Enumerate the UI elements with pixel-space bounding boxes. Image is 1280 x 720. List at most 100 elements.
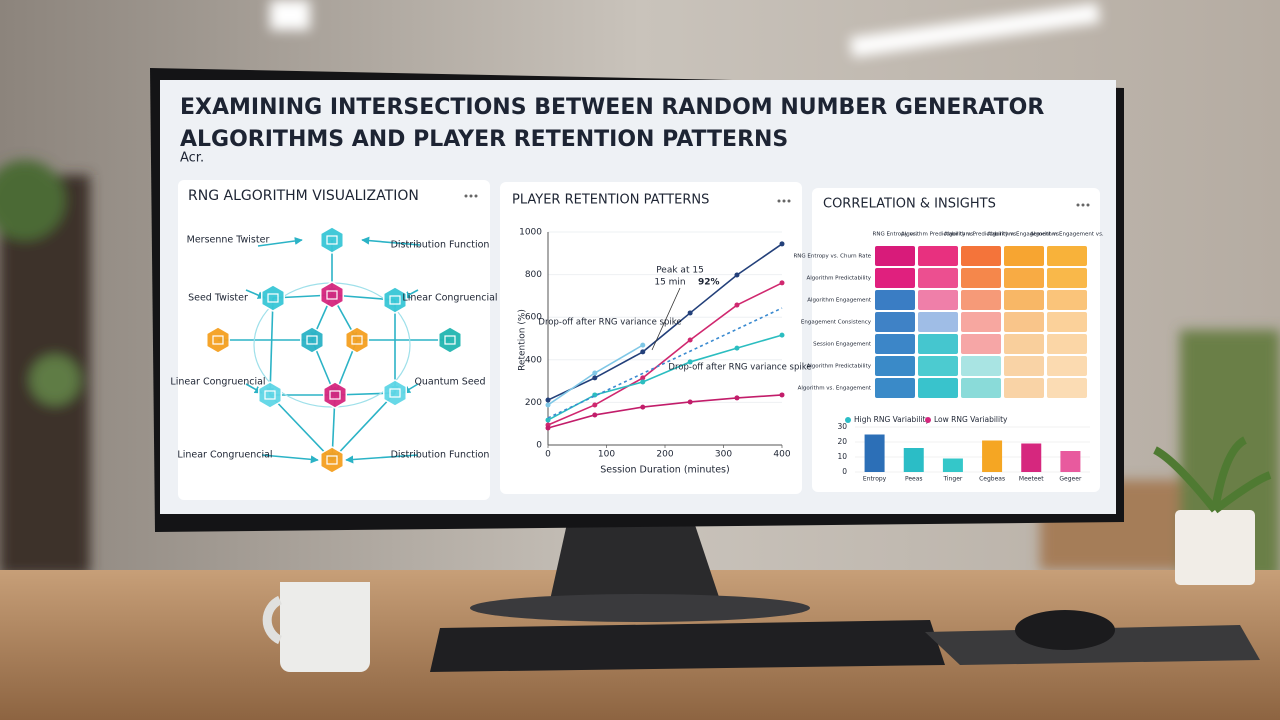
heatmap-row-label: Algorithm Engagement (807, 298, 872, 304)
diagram-node (344, 326, 370, 354)
panel-title: RNG ALGORITHM VISUALIZATION (188, 188, 419, 204)
heatmap-cell (1004, 246, 1044, 266)
heatmap-cell (1004, 312, 1044, 332)
point (734, 395, 740, 401)
node-icon (326, 290, 338, 300)
plant-pot (1175, 510, 1255, 585)
x-tick-label: Meeteet (1019, 476, 1044, 483)
line-series (547, 394, 783, 429)
point (734, 272, 740, 278)
bar (903, 448, 924, 472)
diagram-node (382, 286, 408, 314)
x-tick-label: 200 (656, 450, 673, 460)
point (545, 425, 551, 431)
y-tick-label: 400 (525, 355, 542, 365)
point (592, 402, 598, 408)
panel-title: PLAYER RETENTION PATTERNS (512, 193, 709, 208)
heatmap-row-label: Algorithm Predictability (807, 276, 872, 282)
bar (1060, 451, 1081, 472)
mouse (1015, 610, 1115, 650)
annotation: Peak at 15 (656, 266, 704, 276)
heatmap-row-label: Algorithm vs. Engagement (798, 386, 872, 392)
diagram-link (361, 236, 421, 246)
heatmap-column-label: RNG Entropy vs. (873, 232, 918, 238)
point (640, 379, 646, 385)
point (687, 337, 693, 343)
title: ALGORITHMS AND PLAYER RETENTION PATTERNS (180, 127, 788, 152)
point (640, 342, 646, 348)
heatmap-cell (918, 334, 958, 354)
heatmap-cell (875, 356, 915, 376)
y-tick-label: 200 (525, 398, 542, 408)
keyboard (430, 620, 945, 672)
node-icon (351, 335, 363, 345)
heatmap-cell (961, 378, 1001, 398)
heatmap-cell (918, 268, 958, 288)
diagram-node (319, 226, 345, 254)
legend-swatch (925, 417, 931, 423)
y-tick-label: 600 (525, 313, 542, 323)
diagram-node (382, 379, 408, 407)
diagram-link (269, 394, 333, 461)
heatmap-cell (1004, 356, 1044, 376)
point (640, 349, 646, 355)
point (545, 417, 551, 423)
node-icon (444, 335, 456, 345)
x-tick-label: 100 (598, 450, 615, 460)
heatmap-cell (961, 268, 1001, 288)
heatmap-cell (1004, 334, 1044, 354)
diagram-node (205, 326, 231, 354)
heatmap-cell (875, 290, 915, 310)
heatmap-cell (875, 268, 915, 288)
heatmap-column-label: Algorithm Predictability vs. (901, 232, 975, 238)
node-icon (267, 293, 279, 303)
x-tick-label: Cegbeas (979, 476, 1005, 483)
x-tick-label: Entropy (863, 476, 887, 483)
annotation: 15 min (654, 278, 685, 288)
x-tick-label: Tinger (942, 476, 962, 483)
heatmap-cell (875, 246, 915, 266)
dashboard: EXAMINING INTERSECTIONS BETWEEN RANDOM N… (170, 95, 1104, 500)
diagram-node (322, 381, 348, 409)
diagram-node (319, 281, 345, 309)
node-icon (389, 295, 401, 305)
x-tick-label: 0 (545, 450, 551, 460)
monitor-base (470, 594, 810, 622)
heatmap-cell (1047, 246, 1087, 266)
heatmap-cell (1047, 378, 1087, 398)
point (640, 404, 646, 410)
heatmap-row-label: Engagement Consistency (801, 320, 872, 326)
heatmap-row-label: Session Engagement (813, 342, 872, 348)
point (734, 345, 740, 351)
heatmap-cell (1004, 378, 1044, 398)
diagram-node (257, 381, 283, 409)
heatmap-cell (1004, 268, 1044, 288)
heatmap-cell (918, 312, 958, 332)
point (545, 397, 551, 403)
menu-icons[interactable] (464, 194, 1090, 207)
line-series (547, 243, 783, 401)
heatmap-cell (1047, 268, 1087, 288)
node-icon (326, 455, 338, 465)
heatmap-cell (918, 356, 958, 376)
x-tick-label: 300 (715, 450, 732, 460)
diagram-node (319, 446, 345, 474)
annotation: Drop-off after RNG variance spike (668, 363, 811, 373)
bar (942, 458, 963, 472)
title: EXAMINING INTERSECTIONS BETWEEN RANDOM N… (180, 95, 1044, 120)
panel (500, 182, 802, 494)
diagram-link (266, 297, 275, 396)
point (779, 332, 785, 338)
heatmap-column-label: Algorithm Engagement vs. (987, 232, 1061, 238)
monitor-stand (550, 510, 720, 600)
annotation-arrow (651, 287, 681, 351)
node-icon (306, 335, 318, 345)
point (687, 359, 693, 365)
diagram-label: Quantum Seed (414, 377, 485, 388)
diagram-label: Linear Congruencial (402, 293, 497, 304)
diagram-label: Mersenne Twister (187, 235, 270, 246)
diagram-link (261, 454, 319, 464)
line-series (547, 307, 783, 419)
point (640, 375, 646, 381)
heatmap-cell (961, 334, 1001, 354)
